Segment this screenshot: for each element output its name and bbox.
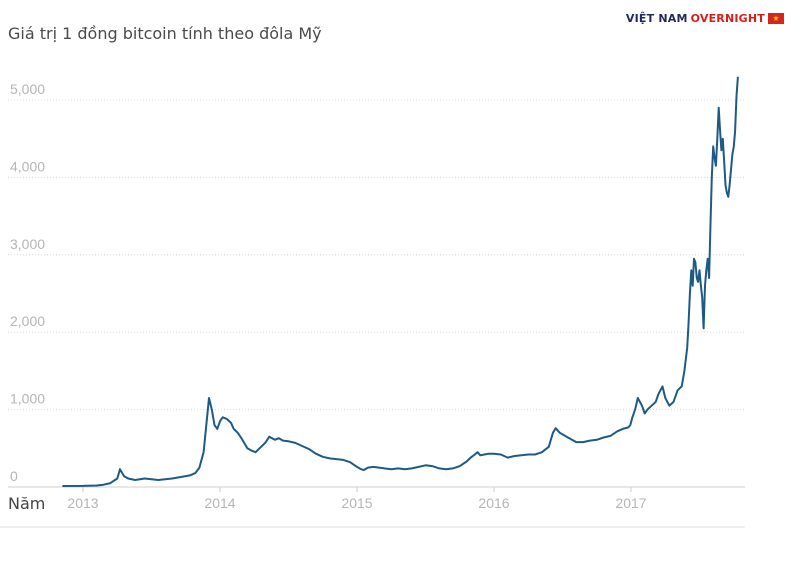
y-axis-tick-labels: 0 1,000 2,000 3,000 4,000 5,000 bbox=[10, 81, 45, 484]
y-tick-label: 3,000 bbox=[10, 236, 45, 252]
y-tick-label: 4,000 bbox=[10, 158, 45, 174]
x-axis-label: Năm bbox=[8, 494, 45, 513]
bitcoin-price-line bbox=[62, 76, 739, 487]
grid-lines bbox=[8, 99, 745, 411]
chart-title: Giá trị 1 đồng bitcoin tính theo đôla Mỹ bbox=[8, 24, 322, 43]
vietnam-flag-icon bbox=[768, 13, 784, 24]
vietnam-overnight-logo: VIỆT NAM OVERNIGHT bbox=[626, 12, 784, 25]
y-tick-label: 1,000 bbox=[10, 391, 45, 407]
x-tick-label: 2016 bbox=[478, 495, 509, 511]
y-tick-label: 0 bbox=[10, 468, 18, 484]
x-tick-label: 2015 bbox=[341, 495, 372, 511]
logo-text-part2: OVERNIGHT bbox=[690, 12, 765, 25]
y-tick-label: 5,000 bbox=[10, 81, 45, 97]
x-axis-tick-labels: 2013 2014 2015 2016 2017 bbox=[67, 487, 647, 511]
x-tick-label: 2013 bbox=[67, 495, 98, 511]
y-tick-label: 2,000 bbox=[10, 313, 45, 329]
logo-text-part1: VIỆT NAM bbox=[625, 12, 688, 25]
x-tick-label: 2017 bbox=[615, 495, 646, 511]
x-tick-label: 2014 bbox=[204, 495, 235, 511]
